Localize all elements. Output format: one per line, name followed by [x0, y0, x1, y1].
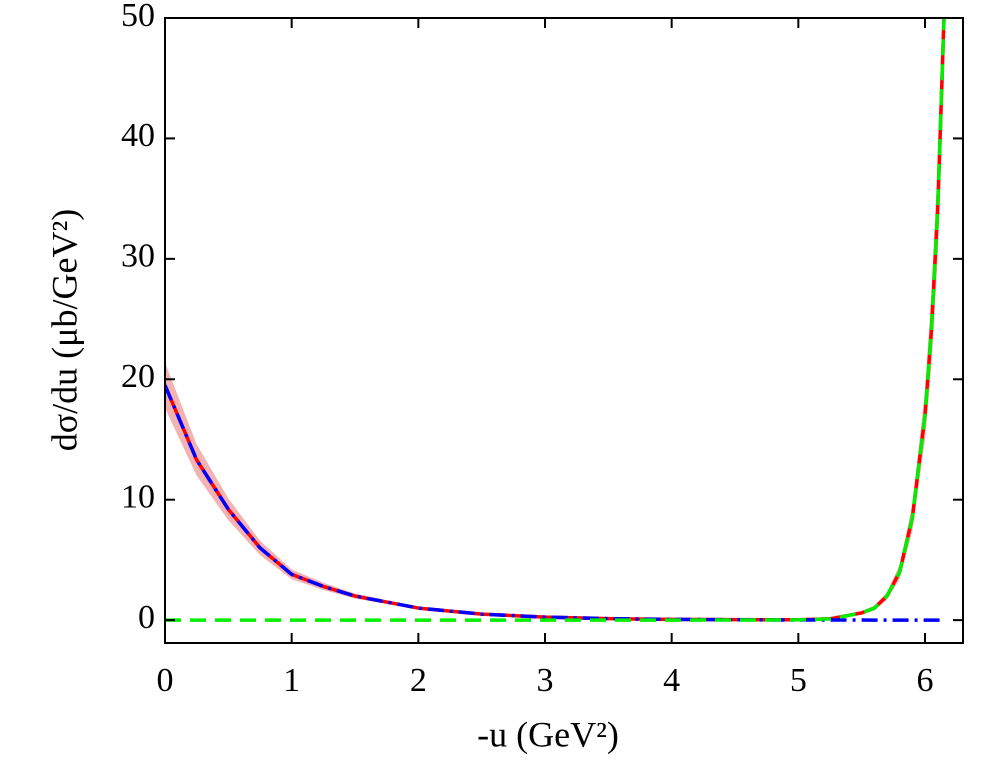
x-tick-label: 5: [790, 662, 807, 699]
y-tick-label: 0: [138, 599, 155, 636]
series-line: [165, 18, 946, 622]
plot-frame: [164, 17, 964, 644]
series-line: [165, 18, 946, 622]
y-axis-label: dσ/du (μb/GeV²): [44, 209, 84, 451]
x-tick-label: 4: [663, 662, 680, 699]
x-tick-label: 3: [537, 662, 554, 699]
y-tick-label: 30: [121, 238, 155, 275]
y-tick-label: 20: [121, 358, 155, 395]
x-tick-label: 1: [283, 662, 300, 699]
axes: 0 1 2 3 4 5 6 0 10 20 30 40 50: [121, 0, 964, 699]
plot-area: [165, 18, 946, 622]
x-tick-label: 2: [410, 662, 427, 699]
x-axis-label: -u (GeV²): [477, 714, 619, 754]
error-band: [165, 18, 944, 620]
x-tick-label: 0: [157, 662, 174, 699]
y-tick-label: 40: [121, 117, 155, 154]
y-tick-label: 50: [121, 0, 155, 34]
y-tick-label: 10: [121, 478, 155, 515]
x-tick-label: 6: [917, 662, 934, 699]
series-line: [165, 384, 944, 622]
